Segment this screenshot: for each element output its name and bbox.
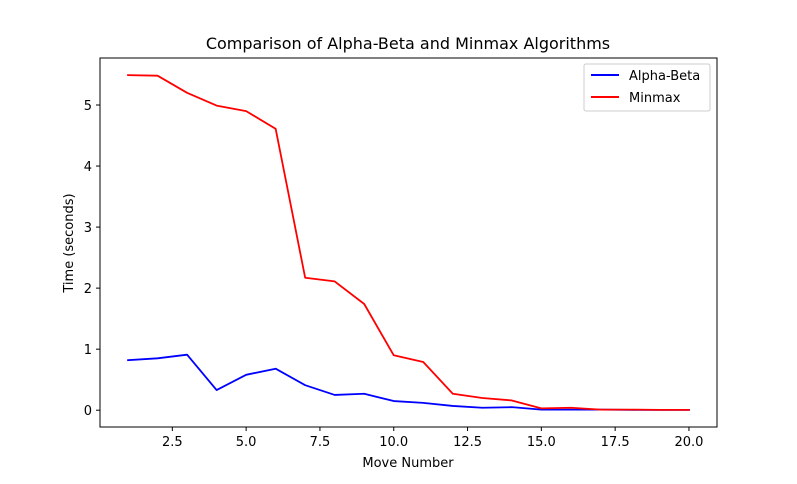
x-tick-label: 7.5 [310, 435, 331, 450]
x-tick-label: 2.5 [162, 435, 183, 450]
y-tick-label: 0 [84, 404, 92, 419]
y-tick-label: 3 [84, 221, 92, 236]
legend-label-minmax: Minmax [629, 91, 681, 106]
x-axis: 2.5 5.0 7.5 10.0 12.5 15.0 17.5 20.0 [162, 427, 703, 450]
y-tick-label: 5 [84, 99, 92, 114]
x-tick-label: 20.0 [674, 435, 703, 450]
x-tick-label: 15.0 [527, 435, 556, 450]
legend: Alpha-Beta Minmax [583, 63, 711, 112]
y-axis-label: Time (seconds) [62, 193, 77, 293]
legend-label-alpha-beta: Alpha-Beta [629, 69, 700, 84]
series-line-alpha-beta [127, 353, 690, 411]
x-tick-label: 12.5 [453, 435, 482, 450]
y-tick-label: 2 [84, 282, 92, 297]
chart-title: Comparison of Alpha-Beta and Minmax Algo… [206, 34, 610, 53]
plot-frame [99, 57, 718, 428]
x-tick-label: 10.0 [379, 435, 408, 450]
y-tick-label: 1 [84, 343, 92, 358]
series-line-minmax [127, 74, 690, 411]
y-axis: 0 1 2 3 4 5 [84, 99, 100, 419]
x-tick-label: 17.5 [601, 435, 630, 450]
y-tick-label: 4 [84, 160, 92, 175]
x-axis-label: Move Number [362, 456, 454, 471]
x-tick-label: 5.0 [236, 435, 257, 450]
series-layer [127, 74, 690, 411]
